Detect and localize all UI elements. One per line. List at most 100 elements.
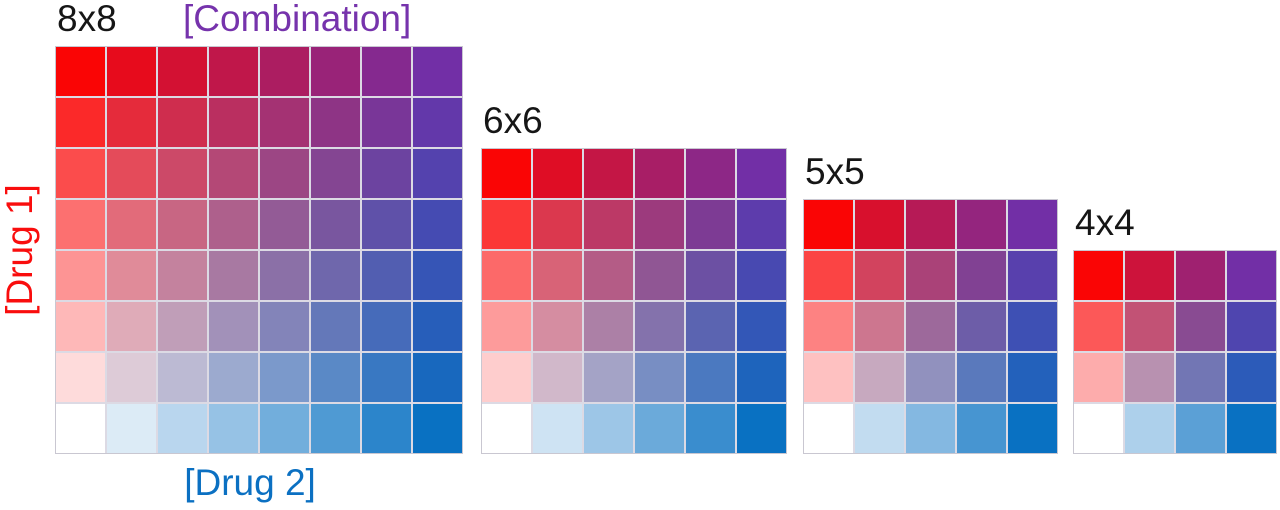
matrix-cell xyxy=(533,302,582,351)
matrix-cell xyxy=(686,302,735,351)
matrix-cell xyxy=(906,404,955,453)
grid-title-6x6: 6x6 xyxy=(483,100,543,141)
matrix-cell xyxy=(584,404,633,453)
matrix-cell xyxy=(413,200,462,249)
matrix-cell xyxy=(158,98,207,147)
matrix-cell xyxy=(737,302,786,351)
matrix-cell xyxy=(413,47,462,96)
matrix-cell xyxy=(56,251,105,300)
matrix-cell xyxy=(533,149,582,198)
matrix-cell xyxy=(906,353,955,402)
drug1-axis-label: [Drug 1] xyxy=(0,184,40,316)
matrix-cell xyxy=(260,47,309,96)
matrix-cell xyxy=(209,302,258,351)
matrix-cell xyxy=(311,47,360,96)
matrix-cell xyxy=(1125,404,1174,453)
matrix-cell xyxy=(362,149,411,198)
matrix-cell xyxy=(957,251,1006,300)
matrix-cell xyxy=(362,251,411,300)
matrix-cell xyxy=(362,98,411,147)
matrix-cell xyxy=(1074,302,1123,351)
matrix-cell xyxy=(482,404,531,453)
matrix-cell xyxy=(1176,404,1225,453)
matrix-cell xyxy=(158,404,207,453)
matrix-cell xyxy=(804,353,853,402)
matrix-cell xyxy=(957,404,1006,453)
matrix-cell xyxy=(482,302,531,351)
matrix-cell xyxy=(482,149,531,198)
matrix-cell xyxy=(107,98,156,147)
matrix-cell xyxy=(804,302,853,351)
matrix-cell xyxy=(107,149,156,198)
matrix-cell xyxy=(56,47,105,96)
matrix-cell xyxy=(1008,404,1057,453)
matrix-cell xyxy=(209,47,258,96)
matrix-cell xyxy=(1125,353,1174,402)
matrix-cell xyxy=(1176,251,1225,300)
matrix-cell xyxy=(362,404,411,453)
matrix-cell xyxy=(413,251,462,300)
matrix-cell xyxy=(56,200,105,249)
matrix-cell xyxy=(413,353,462,402)
matrix-cell xyxy=(107,353,156,402)
matrix-cell xyxy=(1125,251,1174,300)
matrix-cell xyxy=(1176,353,1225,402)
combination-axis-label: [Combination] xyxy=(183,0,412,39)
matrix-cell xyxy=(533,200,582,249)
matrix-cell xyxy=(260,149,309,198)
matrix-cell xyxy=(584,353,633,402)
grid-title-8x8: 8x8 xyxy=(57,0,117,39)
matrix-cell xyxy=(584,149,633,198)
matrix-cell xyxy=(260,251,309,300)
matrix-cell xyxy=(413,302,462,351)
matrix-cell xyxy=(855,302,904,351)
matrix-cell xyxy=(635,353,684,402)
matrix-cell xyxy=(855,404,904,453)
matrix-cell xyxy=(413,149,462,198)
matrix-cell xyxy=(855,200,904,249)
matrix-cell xyxy=(533,353,582,402)
matrix-cell xyxy=(362,353,411,402)
matrix-cell xyxy=(737,353,786,402)
matrix-cell xyxy=(158,149,207,198)
matrix-cell xyxy=(260,353,309,402)
matrix-cell xyxy=(855,251,904,300)
matrix-cell xyxy=(311,404,360,453)
matrix-cell xyxy=(855,353,904,402)
matrix-cell xyxy=(158,200,207,249)
matrix-cell xyxy=(158,251,207,300)
matrix-cell xyxy=(1227,404,1276,453)
matrix-cell xyxy=(1227,353,1276,402)
matrix-cell xyxy=(311,149,360,198)
matrix-cell xyxy=(1008,302,1057,351)
matrix-cell xyxy=(1176,302,1225,351)
matrix-cell xyxy=(482,251,531,300)
dose-matrix-4x4 xyxy=(1073,250,1277,454)
matrix-cell xyxy=(957,200,1006,249)
matrix-cell xyxy=(737,404,786,453)
matrix-cell xyxy=(1125,302,1174,351)
matrix-cell xyxy=(686,353,735,402)
matrix-cell xyxy=(686,149,735,198)
matrix-cell xyxy=(804,404,853,453)
matrix-cell xyxy=(533,404,582,453)
dose-matrix-8x8 xyxy=(55,46,463,454)
matrix-cell xyxy=(107,200,156,249)
matrix-cell xyxy=(158,353,207,402)
matrix-cell xyxy=(107,251,156,300)
matrix-cell xyxy=(413,404,462,453)
grid-title-4x4: 4x4 xyxy=(1075,202,1135,243)
dose-matrix-6x6 xyxy=(481,148,787,454)
drug2-axis-label: [Drug 2] xyxy=(184,462,316,503)
matrix-cell xyxy=(804,251,853,300)
matrix-cell xyxy=(1227,251,1276,300)
matrix-cell xyxy=(311,98,360,147)
matrix-cell xyxy=(1074,353,1123,402)
dose-matrix-5x5 xyxy=(803,199,1058,454)
matrix-cell xyxy=(362,47,411,96)
matrix-cell xyxy=(107,47,156,96)
matrix-cell xyxy=(804,200,853,249)
matrix-cell xyxy=(56,98,105,147)
matrix-cell xyxy=(362,200,411,249)
matrix-cell xyxy=(209,149,258,198)
